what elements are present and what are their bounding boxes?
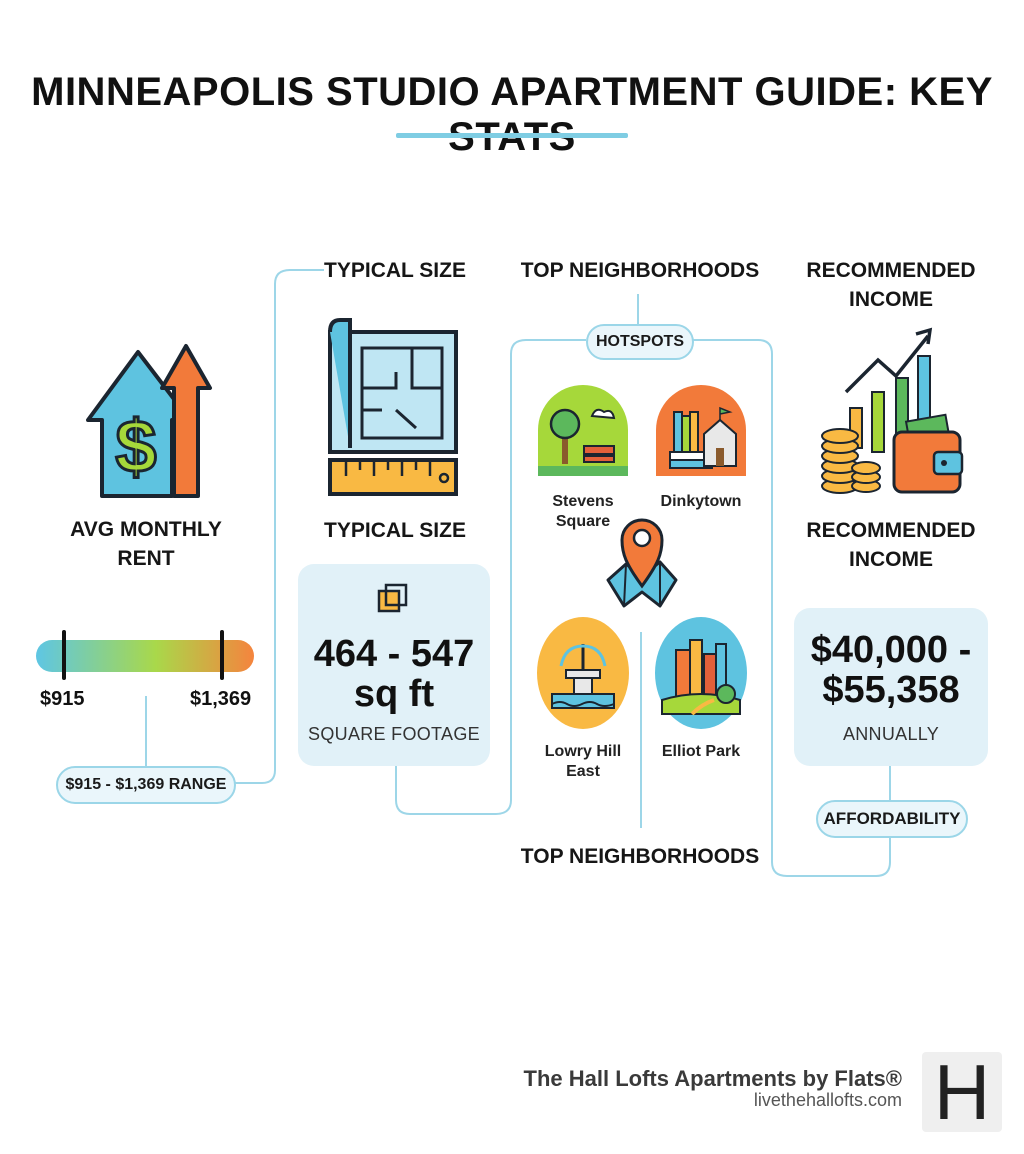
- income-value: $40,000 - $55,358: [810, 629, 972, 711]
- affordability-pill: AFFORDABILITY: [816, 800, 968, 838]
- rent-low-label: $915: [40, 688, 85, 710]
- house-dollar-arrow-icon: $: [78, 340, 218, 500]
- income-heading-top: RECOMMENDED INCOME: [806, 259, 976, 311]
- footer-url[interactable]: livethehallofts.com: [753, 1090, 902, 1110]
- neighborhood-stevens-square: Stevens Square: [552, 493, 614, 530]
- rent-low-marker: [62, 630, 66, 680]
- footer-company-name: The Hall Lofts Apartments by Flats®: [523, 1066, 902, 1091]
- rent-range-bar: [36, 640, 254, 672]
- neighborhood-elliot-park: Elliot Park: [661, 743, 741, 760]
- size-caption: SQUARE FOOTAGE: [308, 724, 480, 744]
- rent-high-label: $1,369: [190, 688, 252, 710]
- park-icon: [534, 382, 632, 480]
- title-underline: [396, 133, 628, 138]
- size-card: 464 - 547 sq ft SQUARE FOOTAGE: [298, 564, 490, 766]
- copy-squares-icon: [376, 582, 410, 616]
- rent-heading: AVG MONTHLY RENT: [70, 518, 222, 570]
- map-pin-icon: [604, 506, 680, 610]
- coins-wallet-chart-icon: [818, 326, 966, 498]
- size-heading-top: TYPICAL SIZE: [324, 259, 466, 282]
- svg-text:$: $: [115, 405, 156, 488]
- income-card: $40,000 - $55,358 ANNUALLY: [794, 608, 988, 766]
- page-title: MINNEAPOLIS STUDIO APARTMENT GUIDE: KEY …: [31, 70, 993, 159]
- hotspots-pill: HOTSPOTS: [586, 324, 694, 360]
- income-heading: RECOMMENDED INCOME: [806, 519, 976, 571]
- neighborhoods-heading-top: TOP NEIGHBORHOODS: [520, 259, 760, 282]
- blueprint-ruler-icon: [326, 318, 460, 498]
- income-caption: ANNUALLY: [842, 724, 940, 744]
- rent-high-marker: [220, 630, 224, 680]
- books-campus-icon: [652, 382, 750, 480]
- size-value: 464 - 547 sq ft: [313, 633, 475, 715]
- neighborhoods-heading-bottom: TOP NEIGHBORHOODS: [520, 845, 760, 868]
- brand-logo: H: [922, 1048, 1002, 1136]
- city-park-icon: [652, 614, 750, 732]
- rent-range-pill: $915 - $1,369 RANGE: [56, 766, 236, 804]
- fountain-icon: [534, 614, 632, 732]
- neighborhood-lowry-hill-east: Lowry Hill East: [544, 743, 622, 780]
- size-heading: TYPICAL SIZE: [324, 519, 466, 542]
- neighborhood-dinkytown: Dinkytown: [660, 493, 742, 510]
